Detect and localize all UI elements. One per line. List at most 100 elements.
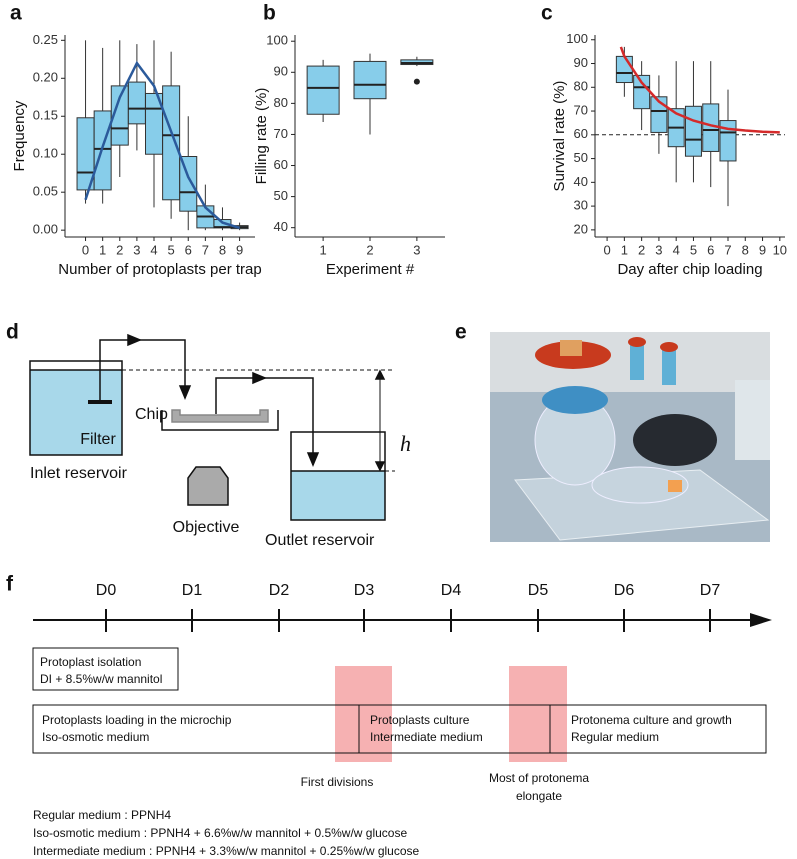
stage-text: Protoplasts loading in the microchip [42, 713, 232, 727]
x-tick-label: 10 [773, 242, 787, 257]
arrow [374, 369, 386, 472]
x-tick-label: 3 [655, 242, 662, 257]
y-tick-label: 50 [574, 150, 588, 165]
y-tick-label: 0.00 [33, 222, 58, 237]
day-label: D2 [269, 582, 290, 599]
day-label: D6 [614, 582, 635, 599]
stage-text: Regular medium [571, 730, 659, 744]
panel-letter: e [455, 321, 467, 344]
highlight [335, 666, 392, 762]
y-tick-label: 100 [266, 33, 288, 48]
fit-curve [619, 46, 780, 134]
x-axis-title: Experiment # [326, 261, 415, 278]
event-text: First divisions [301, 775, 374, 789]
x-axis-title: Day after chip loading [617, 261, 762, 278]
y-tick-label: 0.25 [33, 32, 58, 47]
day-ticks: D0 D1 D2 D3 D4 D5 D6 D7 [96, 582, 721, 632]
label: Outlet reservoir [265, 532, 375, 549]
inlet-reservoir [29, 360, 123, 456]
highlight [509, 666, 567, 762]
x-tick-label: 8 [742, 242, 749, 257]
y-tick-label: 60 [274, 157, 288, 172]
x-tick-label: 5 [690, 242, 697, 257]
flow-diagram [29, 333, 395, 521]
label: h [400, 431, 411, 456]
x-tick-label: 9 [236, 242, 243, 257]
arrow [127, 333, 192, 400]
y-tick-label: 60 [574, 126, 588, 141]
x-tick-label: 1 [320, 242, 327, 257]
y-tick-label: 30 [574, 198, 588, 213]
y-tick-label: 0.05 [33, 184, 58, 199]
x-tick-label: 1 [621, 242, 628, 257]
event-text: elongate [516, 789, 562, 803]
x-tick-label: 5 [168, 242, 175, 257]
y-tick-label: 0.15 [33, 108, 58, 123]
y-tick-label: 90 [574, 55, 588, 70]
label: Chip [135, 406, 168, 423]
day-label: D1 [182, 582, 203, 599]
event-text: Most of protonema [489, 771, 589, 785]
y-axis-title: Frequency [11, 100, 28, 171]
box [353, 60, 387, 100]
photo [490, 332, 770, 542]
x-tick-label: 6 [185, 242, 192, 257]
box [179, 156, 198, 212]
note: Intermediate medium : PPNH4 + 3.3%w/w ma… [33, 844, 420, 858]
panel-letter: b [263, 2, 276, 25]
outlet-reservoir [290, 431, 386, 521]
x-tick-label: 4 [673, 242, 680, 257]
box [127, 81, 146, 125]
stage-text: Protoplast isolation [40, 655, 141, 669]
arrow [252, 371, 320, 467]
label: Filter [80, 431, 116, 448]
x-tick-label: 1 [99, 242, 106, 257]
day-label: D7 [700, 582, 721, 599]
x-tick-label: 8 [219, 242, 226, 257]
y-tick-label: 0.10 [33, 146, 58, 161]
x-tick-label: 4 [150, 242, 157, 257]
tube [99, 339, 186, 402]
y-tick-label: 0.20 [33, 70, 58, 85]
stage-text: DI + 8.5%w/w mannitol [40, 672, 162, 686]
x-tick-label: 3 [413, 242, 420, 257]
box [615, 55, 633, 84]
inlet-water [30, 370, 122, 455]
box [684, 105, 702, 157]
stage-box [32, 704, 767, 754]
y-tick-label: 100 [566, 31, 588, 46]
outlier [413, 78, 420, 85]
note: Iso-osmotic medium : PPNH4 + 6.6%w/w man… [33, 826, 407, 840]
x-tick-label: 6 [707, 242, 714, 257]
stage-text: Protonema culture and growth [571, 713, 732, 727]
y-tick-label: 20 [574, 221, 588, 236]
day-label: D0 [96, 582, 117, 599]
outlet-water [291, 471, 385, 520]
chip-frame [161, 410, 279, 431]
y-tick-label: 40 [274, 219, 288, 234]
box [719, 120, 737, 162]
x-tick-label: 2 [638, 242, 645, 257]
y-tick-label: 40 [574, 174, 588, 189]
y-tick-label: 80 [574, 79, 588, 94]
day-label: D3 [354, 582, 375, 599]
note: Regular medium : PPNH4 [33, 808, 171, 822]
panel-letter: c [541, 2, 553, 25]
fit-curve [84, 60, 240, 230]
box [306, 65, 340, 115]
stage-box [32, 647, 179, 691]
x-tick-label: 9 [759, 242, 766, 257]
y-tick-label: 70 [274, 126, 288, 141]
panel-letter: d [6, 321, 19, 344]
stage-text: Protoplasts culture [370, 713, 470, 727]
x-tick-label: 7 [724, 242, 731, 257]
day-label: D5 [528, 582, 549, 599]
y-axis-title: Survival rate (%) [551, 81, 568, 192]
y-tick-label: 90 [274, 64, 288, 79]
y-tick-label: 70 [574, 102, 588, 117]
chip [171, 409, 269, 423]
y-tick-label: 50 [274, 188, 288, 203]
y-axis-title: Filling rate (%) [253, 88, 270, 185]
